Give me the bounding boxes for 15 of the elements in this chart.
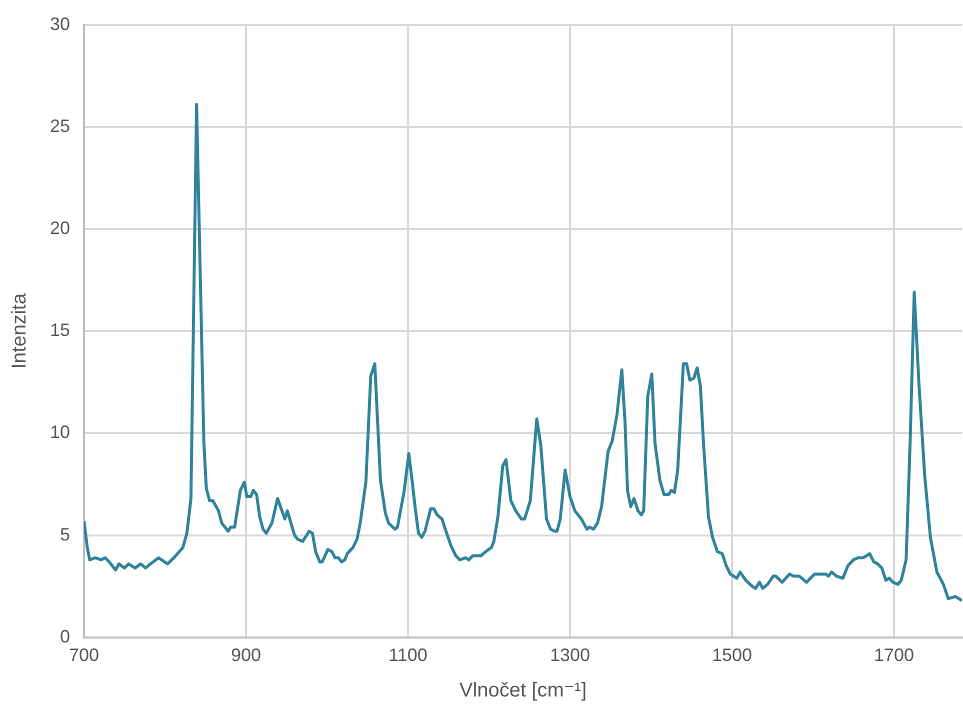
y-tick-label: 20: [50, 218, 70, 238]
x-tick-label: 1700: [874, 645, 914, 666]
x-tick-label: 1500: [712, 645, 752, 666]
y-tick-label: 25: [50, 116, 70, 136]
x-tick-label: 700: [69, 645, 100, 666]
y-tick-label: 30: [50, 14, 70, 34]
y-tick-label: 15: [50, 320, 70, 340]
x-tick-label: 1300: [550, 645, 590, 666]
y-tick-label: 5: [60, 524, 70, 544]
y-tick-label: 0: [60, 626, 70, 646]
x-tick-label: 1100: [388, 645, 428, 666]
x-axis-title: Vlnočet [cm⁻¹]: [459, 680, 587, 702]
y-tick-label: 10: [50, 422, 70, 442]
y-axis-title: Intenzita: [8, 292, 31, 369]
x-tick-label: 900: [230, 645, 262, 666]
